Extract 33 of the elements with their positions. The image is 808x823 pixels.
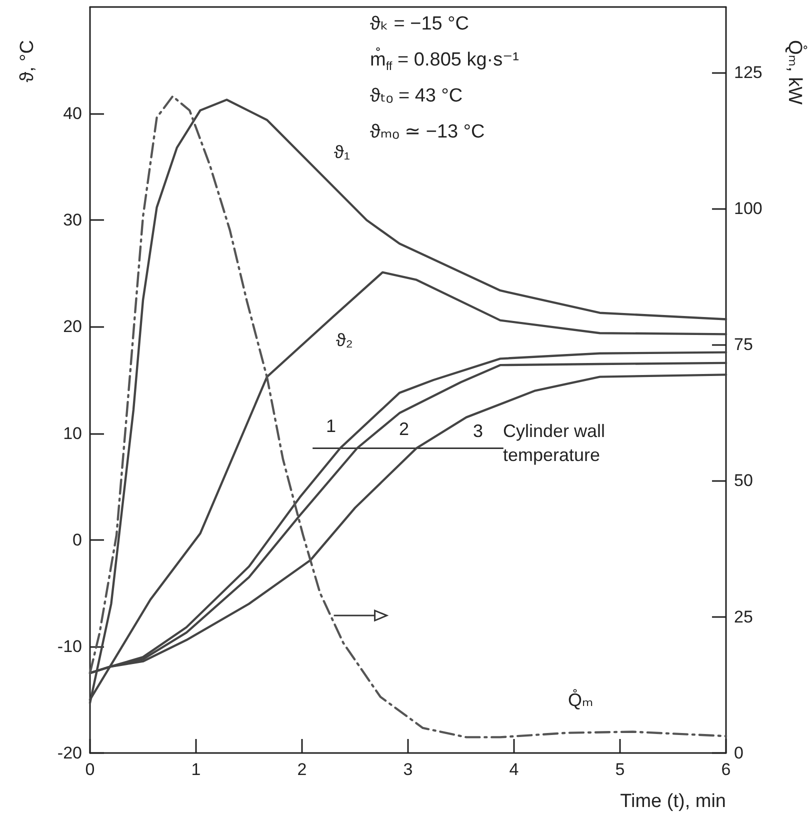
annotation: 3: [473, 421, 484, 441]
annotation: ϑₜₒ = 43 °C: [370, 86, 463, 106]
x-tick-label: 6: [721, 760, 731, 779]
y-tick-label: 30: [63, 210, 82, 230]
x-tick-label: 1: [191, 760, 201, 779]
y-tick-label: 0: [72, 530, 82, 550]
y-tick-label: -10: [57, 636, 82, 656]
annotation: Q̊ₘ: [568, 688, 594, 710]
y-tick-label: -20: [57, 744, 82, 762]
y2-tick-label: 0: [734, 744, 744, 762]
y-tick-label: 40: [63, 104, 82, 124]
annotation: ϑ₂: [336, 330, 353, 350]
y2-tick-label: 125: [734, 62, 762, 82]
x-tick-label: 2: [297, 760, 307, 779]
y2-tick-label: 50: [734, 471, 753, 490]
annotation: Cylinder wall temperature: [503, 421, 606, 465]
annotation: ϑ₁: [334, 142, 350, 162]
x-tick-label: 3: [403, 760, 413, 779]
y-tick-label: 10: [63, 424, 82, 443]
annotation: ϑₖ = −15 °C: [370, 14, 469, 34]
y2-axis-title: Q̊ₘ, kW: [784, 40, 808, 105]
annotation: 1: [326, 416, 336, 436]
x-tick-label: 0: [85, 760, 95, 779]
x-tick-label: 4: [509, 760, 519, 779]
x-tick-label: 5: [615, 760, 625, 779]
y-tick-label: 20: [63, 317, 82, 336]
y-axis-title: ϑ, °C: [17, 40, 38, 82]
annotation: 2: [399, 419, 410, 439]
y2-tick-label: 25: [734, 607, 753, 626]
annotation: ϑₘₒ ≃ −13 °C: [370, 122, 485, 142]
y2-tick-label: 75: [734, 335, 753, 354]
y2-tick-label: 100: [734, 198, 762, 218]
x-axis-title: Time (t), min: [620, 791, 726, 812]
